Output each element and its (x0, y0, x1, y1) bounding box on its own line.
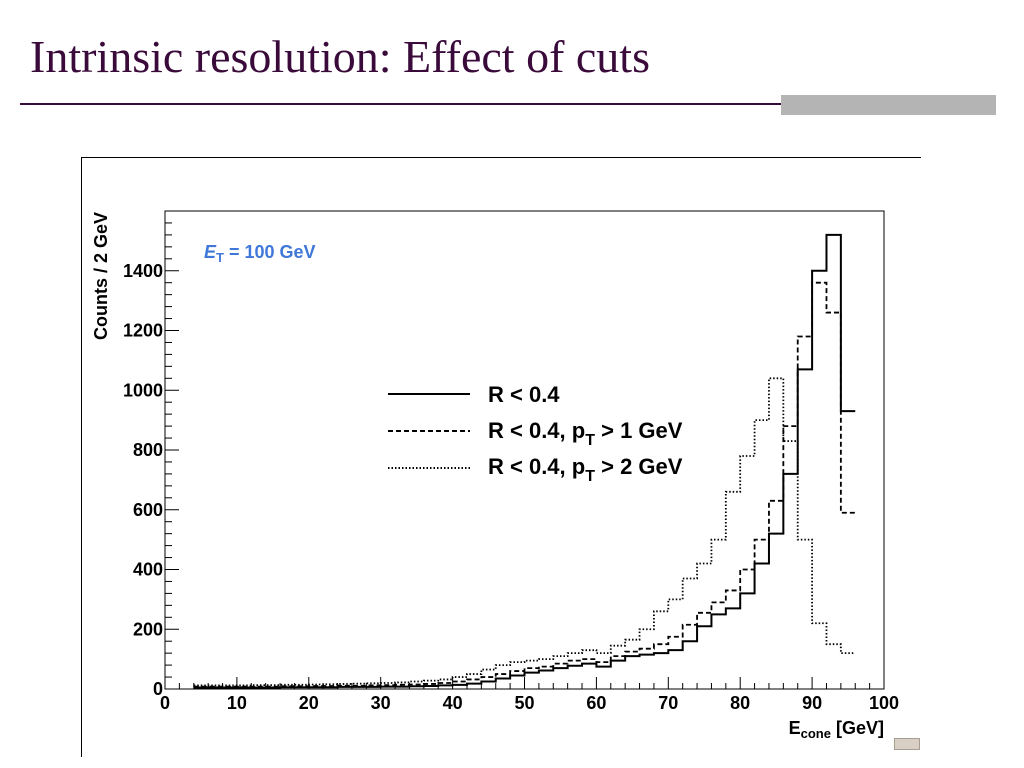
y-tick-label: 600 (133, 500, 163, 520)
energy-annotation: ET = 100 GeV (204, 242, 316, 265)
series-line-dashed (193, 281, 856, 688)
x-tick-label: 60 (586, 693, 606, 713)
legend-label-0-main: R < 0.4 (488, 382, 560, 407)
slide-title: Intrinsic resolution: Effect of cuts (30, 31, 650, 82)
corner-mark (894, 738, 920, 750)
x-axis-label: Econe [GeV] (789, 718, 884, 741)
x-tick-label: 0 (160, 693, 170, 713)
x-axis-label-main: E (789, 718, 801, 738)
legend-label-2-main: R < 0.4, p (488, 454, 585, 479)
legend: R < 0.4 R < 0.4, pT > 1 GeV R < 0.4, pT … (388, 382, 683, 485)
series-line-dotted (193, 377, 856, 687)
x-tick-label: 100 (869, 693, 899, 713)
y-tick-label: 0 (153, 679, 163, 699)
x-axis-label-sub: cone (801, 726, 831, 741)
legend-label-1-main: R < 0.4, p (488, 418, 585, 443)
annotation-sub: T (216, 250, 224, 265)
x-tick-label: 80 (730, 693, 750, 713)
x-tick-label: 40 (443, 693, 463, 713)
x-tick-label: 90 (802, 693, 822, 713)
y-tick-label: 1200 (123, 321, 163, 341)
annotation-text: = 100 GeV (224, 242, 316, 262)
x-tick-label: 50 (514, 693, 534, 713)
plot-area-border (164, 210, 885, 690)
annotation-var: E (204, 242, 217, 262)
y-tick-label: 400 (133, 560, 163, 580)
x-axis-label-unit: [GeV] (836, 718, 884, 738)
legend-label-1-sub: T (585, 432, 595, 449)
legend-label-2: R < 0.4, pT > 2 GeV (488, 454, 683, 485)
axis-ticks (164, 210, 885, 690)
legend-label-1: R < 0.4, pT > 1 GeV (488, 418, 683, 449)
x-tick-label: 70 (658, 693, 678, 713)
series-line-solid (193, 233, 856, 689)
legend-label-2-sub: T (585, 468, 595, 485)
histogram-series (193, 233, 856, 689)
legend-label-1-tail: > 1 GeV (595, 418, 683, 443)
title-accent-bar (781, 95, 996, 115)
title-divider (20, 103, 996, 105)
y-tick-label: 1000 (123, 380, 163, 400)
y-tick-label: 800 (133, 440, 163, 460)
y-tick-label: 1400 (123, 261, 163, 281)
x-tick-label: 20 (299, 693, 319, 713)
x-tick-label: 10 (227, 693, 247, 713)
axis-tick-labels: 0 10 20 30 40 50 60 70 80 90 100020040060080010001… (123, 261, 899, 713)
x-tick-label: 30 (371, 693, 391, 713)
legend-label-2-tail: > 2 GeV (595, 454, 683, 479)
legend-label-0: R < 0.4 (488, 382, 560, 407)
y-tick-label: 200 (133, 619, 163, 639)
y-axis-label: Counts / 2 GeV (91, 212, 111, 340)
plot-frame (81, 157, 921, 757)
